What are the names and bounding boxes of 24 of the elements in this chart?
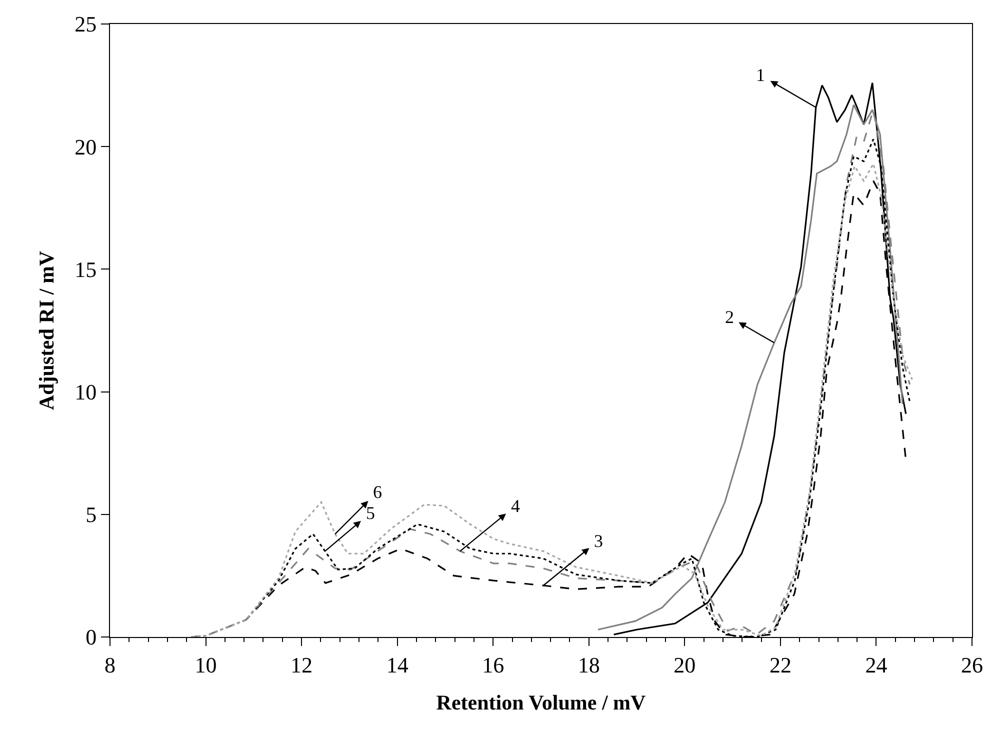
annotation: 6 — [373, 482, 382, 502]
x-tick-label: 16 — [482, 652, 504, 678]
y-tick-label: 10 — [74, 380, 97, 404]
y-tick-label: 25 — [74, 12, 97, 37]
y-tick-label: 15 — [74, 256, 97, 282]
x-tick-label: 20 — [674, 652, 696, 678]
annotation: 1 — [756, 65, 765, 85]
annotation: 4 — [511, 496, 520, 516]
annotation: 2 — [725, 307, 734, 327]
y-tick-label: 0 — [86, 624, 97, 650]
x-axis-title: Retention Volume / mV — [436, 690, 646, 715]
x-tick-label: 14 — [386, 652, 408, 678]
x-tick-label: 22 — [769, 652, 792, 678]
x-tick-label: 24 — [865, 652, 888, 678]
y-tick-label: 20 — [74, 134, 97, 160]
y-tick-label: 5 — [86, 502, 97, 528]
x-tick-label: 12 — [290, 652, 313, 678]
x-tick-label: 18 — [578, 652, 600, 678]
annotation: 3 — [594, 531, 603, 551]
x-tick-label: 26 — [961, 652, 983, 678]
x-tick-label: 10 — [194, 652, 217, 678]
x-tick-label: 8 — [104, 652, 116, 678]
y-axis-title: Adjusted RI / mV — [34, 250, 59, 410]
annotation: 5 — [366, 503, 375, 523]
